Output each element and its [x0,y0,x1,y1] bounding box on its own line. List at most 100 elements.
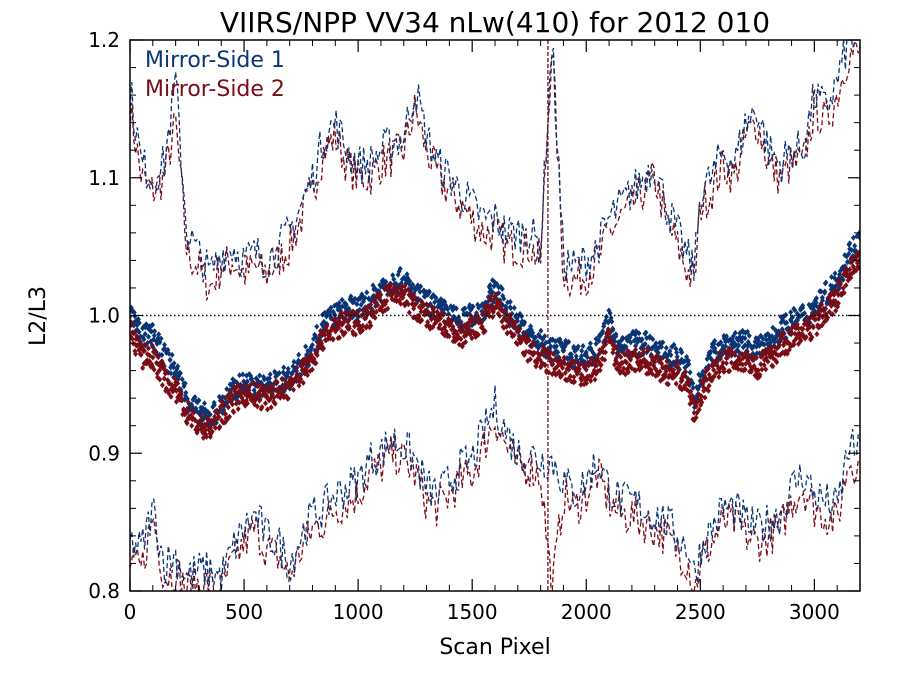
data-point [653,340,659,347]
data-point [387,281,393,288]
data-point [603,313,609,320]
data-point [598,362,604,369]
data-point [763,366,769,373]
data-point [136,319,142,326]
data-point [419,317,425,324]
data-point [504,329,510,336]
data-point [196,397,202,404]
data-point [853,267,859,274]
data-point [216,414,222,421]
data-point [784,319,790,326]
data-point [542,333,548,340]
data-point [449,317,455,324]
y-tick-label: 1.0 [88,304,120,328]
data-point [339,296,345,303]
data-point [450,323,456,330]
data-point [587,360,593,367]
data-point [550,350,556,357]
data-point [803,334,809,341]
data-point [508,305,514,311]
data-point [846,250,852,257]
data-point [162,341,167,348]
data-point [395,285,401,292]
data-point [425,309,431,316]
data-point [503,309,509,316]
data-point [557,356,563,363]
data-point [819,301,824,308]
data-point [230,393,236,400]
data-point [337,318,342,325]
data-point [368,301,374,308]
data-point [691,397,696,404]
chart-title: VIIRS/NPP VV34 nLw(410) for 2012 010 [220,6,770,39]
data-point [418,283,424,290]
data-point [405,301,411,308]
data-point [770,363,776,370]
data-point [182,380,188,387]
envelope-upper-mirror-side-1 [130,40,856,283]
data-point [836,276,842,283]
data-point [610,325,616,332]
data-point [175,380,181,387]
data-point [603,341,609,348]
data-point [209,428,215,435]
data-point [609,318,615,325]
data-point [178,388,184,395]
data-point [699,399,705,406]
data-point [169,351,175,358]
data-point [281,364,287,371]
data-point [410,281,416,288]
data-point [269,388,275,395]
data-point [337,334,342,341]
data-point [826,308,832,315]
data-point [479,311,485,318]
data-point [150,321,156,328]
data-point [512,324,518,331]
data-point [296,351,302,358]
data-point [264,392,270,399]
data-point [203,427,208,434]
data-point [657,368,663,375]
data-point [718,339,724,346]
data-point [557,336,563,343]
data-point [265,406,271,413]
data-point [404,271,410,278]
markers-mirror-side-1 [130,229,860,431]
data-point [746,332,752,339]
data-point [383,278,389,285]
data-point [665,381,671,388]
data-point [633,346,639,353]
data-point [755,367,761,374]
data-point [723,343,729,350]
data-point [183,389,189,396]
data-point [354,301,360,308]
data-point [686,357,691,364]
data-point [398,300,404,307]
data-point [309,366,315,373]
data-point [372,314,378,321]
data-point [231,409,237,416]
x-tick-label: 2500 [675,600,726,624]
data-point [159,352,165,358]
data-point [391,276,397,283]
data-point [597,347,603,354]
data-point [138,351,144,358]
data-point [587,340,593,347]
data-point [517,325,523,332]
data-point [202,400,207,407]
data-point [151,332,157,339]
data-point [751,354,756,361]
data-point [716,374,722,380]
data-point [673,380,679,387]
data-point [184,405,190,412]
data-point [736,342,742,349]
data-point [418,308,424,315]
data-point [280,376,286,383]
data-point [757,373,762,380]
data-point [246,384,252,391]
data-point [573,353,579,360]
data-point [298,376,304,383]
data-point [530,329,536,336]
data-point [152,328,158,335]
data-point [745,351,751,358]
